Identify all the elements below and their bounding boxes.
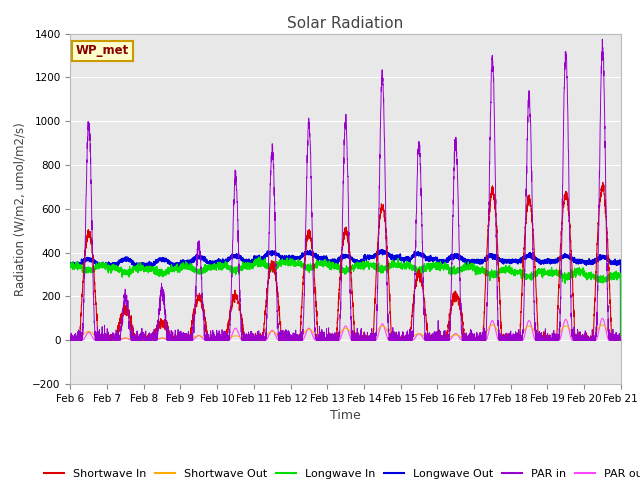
Legend: Shortwave In, Shortwave Out, Longwave In, Longwave Out, PAR in, PAR out: Shortwave In, Shortwave Out, Longwave In… bbox=[40, 465, 640, 480]
Title: Solar Radiation: Solar Radiation bbox=[287, 16, 404, 31]
Y-axis label: Radiation (W/m2, umol/m2/s): Radiation (W/m2, umol/m2/s) bbox=[13, 122, 27, 296]
Text: WP_met: WP_met bbox=[76, 44, 129, 57]
X-axis label: Time: Time bbox=[330, 409, 361, 422]
